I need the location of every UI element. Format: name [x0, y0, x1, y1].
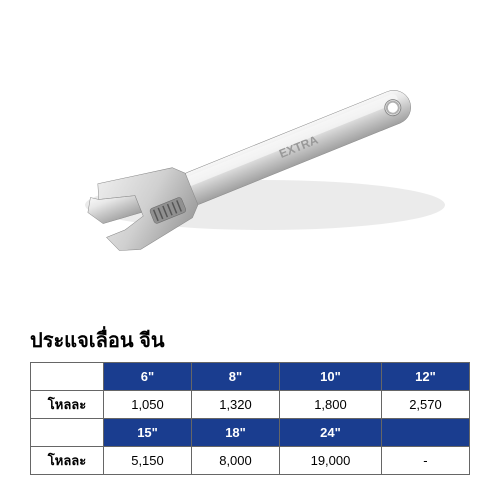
size-cell: 8" — [192, 363, 280, 391]
wrench-illustration: EXTRA — [40, 30, 460, 290]
price-cell: 1,320 — [192, 391, 280, 419]
price-table: ขนาด 6" 8" 10" 12" โหลละ 1,050 1,320 1,8… — [30, 362, 470, 475]
price-cell: 1,050 — [104, 391, 192, 419]
price-cell: 2,570 — [381, 391, 469, 419]
price-cell: 5,150 — [104, 447, 192, 475]
price-cell: - — [381, 447, 469, 475]
table-row: โหลละ 5,150 8,000 19,000 - — [31, 447, 470, 475]
size-cell: 10" — [280, 363, 382, 391]
product-image: EXTRA — [0, 0, 500, 320]
size-cell: 6" — [104, 363, 192, 391]
price-cell: 19,000 — [280, 447, 382, 475]
price-header: โหลละ — [31, 391, 104, 419]
table-row: โหลละ 1,050 1,320 1,800 2,570 — [31, 391, 470, 419]
size-cell: 18" — [192, 419, 280, 447]
size-cell: 12" — [381, 363, 469, 391]
size-cell: 24" — [280, 419, 382, 447]
product-title: ประแจเลื่อน จีน — [0, 320, 500, 362]
size-cell: 15" — [104, 419, 192, 447]
table-row: ขนาด 6" 8" 10" 12" — [31, 363, 470, 391]
size-header: ขนาด — [31, 363, 104, 391]
price-header: โหลละ — [31, 447, 104, 475]
size-header: ขนาด — [31, 419, 104, 447]
price-cell: 1,800 — [280, 391, 382, 419]
size-cell — [381, 419, 469, 447]
price-cell: 8,000 — [192, 447, 280, 475]
table-row: ขนาด 15" 18" 24" — [31, 419, 470, 447]
